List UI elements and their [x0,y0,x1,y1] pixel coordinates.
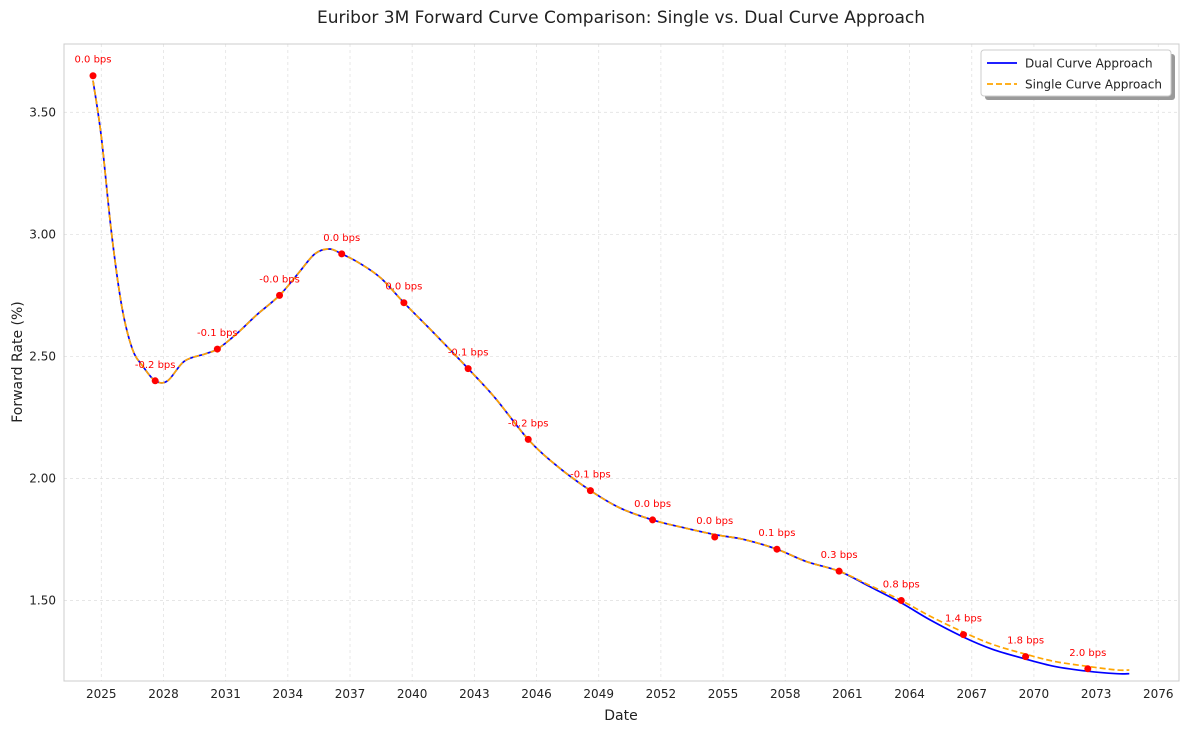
annotation-marker [89,72,97,80]
legend-label-dual: Dual Curve Approach [1025,57,1153,71]
annotation-markers [89,72,1092,673]
annotation-label: 0.3 bps [821,550,858,561]
x-tick-label: 2040 [397,687,428,701]
x-tick-label: 2043 [459,687,490,701]
x-axis-label: Date [604,708,637,724]
annotation-marker [276,291,284,299]
x-tick-label: 2034 [273,687,304,701]
x-tick-label: 2037 [335,687,366,701]
y-axis-label: Forward Rate (%) [10,301,26,423]
annotation-marker [897,596,905,604]
annotation-marker [835,567,843,575]
y-tick-label: 3.00 [29,227,56,241]
annotation-label: 0.0 bps [323,233,360,244]
annotation-marker [400,299,408,307]
annotation-marker [151,377,159,385]
y-axis-ticks: 1.50 2.00 2.50 3.00 3.50 [29,105,56,607]
y-tick-label: 3.50 [29,105,56,119]
annotation-label: -0.0 bps [259,274,300,285]
x-tick-label: 2070 [1019,687,1050,701]
annotation-marker [959,631,967,639]
annotation-label: 0.0 bps [385,282,422,293]
y-tick-label: 2.50 [29,349,56,363]
legend-label-single: Single Curve Approach [1025,78,1162,92]
annotation-label: -0.1 bps [570,470,611,481]
x-tick-label: 2073 [1081,687,1112,701]
annotation-label: 0.0 bps [634,499,671,510]
annotation-label: 0.8 bps [883,579,920,590]
x-tick-label: 2058 [770,687,801,701]
annotation-label: 2.0 bps [1069,648,1106,659]
y-tick-label: 1.50 [29,593,56,607]
x-tick-label: 2031 [210,687,241,701]
annotation-label: 0.0 bps [696,516,733,527]
annotation-label: -0.1 bps [197,328,238,339]
annotation-label: -0.2 bps [135,360,176,371]
annotation-marker [524,435,532,443]
plot-area-frame [63,43,1180,682]
annotation-marker [1084,665,1092,673]
y-tick-label: 2.00 [29,471,56,485]
series-line-dual-curve [92,80,1130,675]
annotation-label: 0.1 bps [758,528,795,539]
x-tick-label: 2046 [521,687,552,701]
x-tick-label: 2064 [894,687,925,701]
chart-title: Euribor 3M Forward Curve Comparison: Sin… [317,8,925,28]
x-tick-label: 2061 [832,687,863,701]
annotation-marker [711,533,719,541]
x-tick-label: 2055 [708,687,739,701]
annotation-marker [464,365,472,373]
x-tick-label: 2052 [646,687,677,701]
annotation-marker [773,545,781,553]
annotation-label: 0.0 bps [75,55,112,66]
legend-box [980,49,1172,97]
annotation-label: -0.2 bps [508,418,549,429]
x-tick-label: 2067 [956,687,987,701]
annotation-label: 1.4 bps [945,614,982,625]
x-tick-label: 2028 [148,687,179,701]
annotation-marker [338,250,346,258]
annotation-marker [586,487,594,495]
annotation-labels: 0.0 bps -0.2 bps -0.1 bps -0.0 bps 0.0 bps 0.… [75,55,1107,659]
x-tick-label: 2049 [583,687,614,701]
annotation-label: -0.1 bps [448,348,489,359]
grid-lines [64,44,1179,681]
x-tick-label: 2076 [1143,687,1174,701]
x-axis-ticks: 2025 2028 2031 2034 2037 2040 2043 2046 2049 2052… [86,687,1174,701]
annotation-label: 1.8 bps [1007,636,1044,647]
series-line-single-curve [92,80,1130,672]
x-tick-label: 2025 [86,687,117,701]
annotation-marker [213,345,221,353]
annotation-marker [649,516,657,524]
legend: Dual Curve Approach Single Curve Approac… [980,49,1175,100]
series-layer [92,80,1130,675]
annotation-marker [1022,653,1030,661]
